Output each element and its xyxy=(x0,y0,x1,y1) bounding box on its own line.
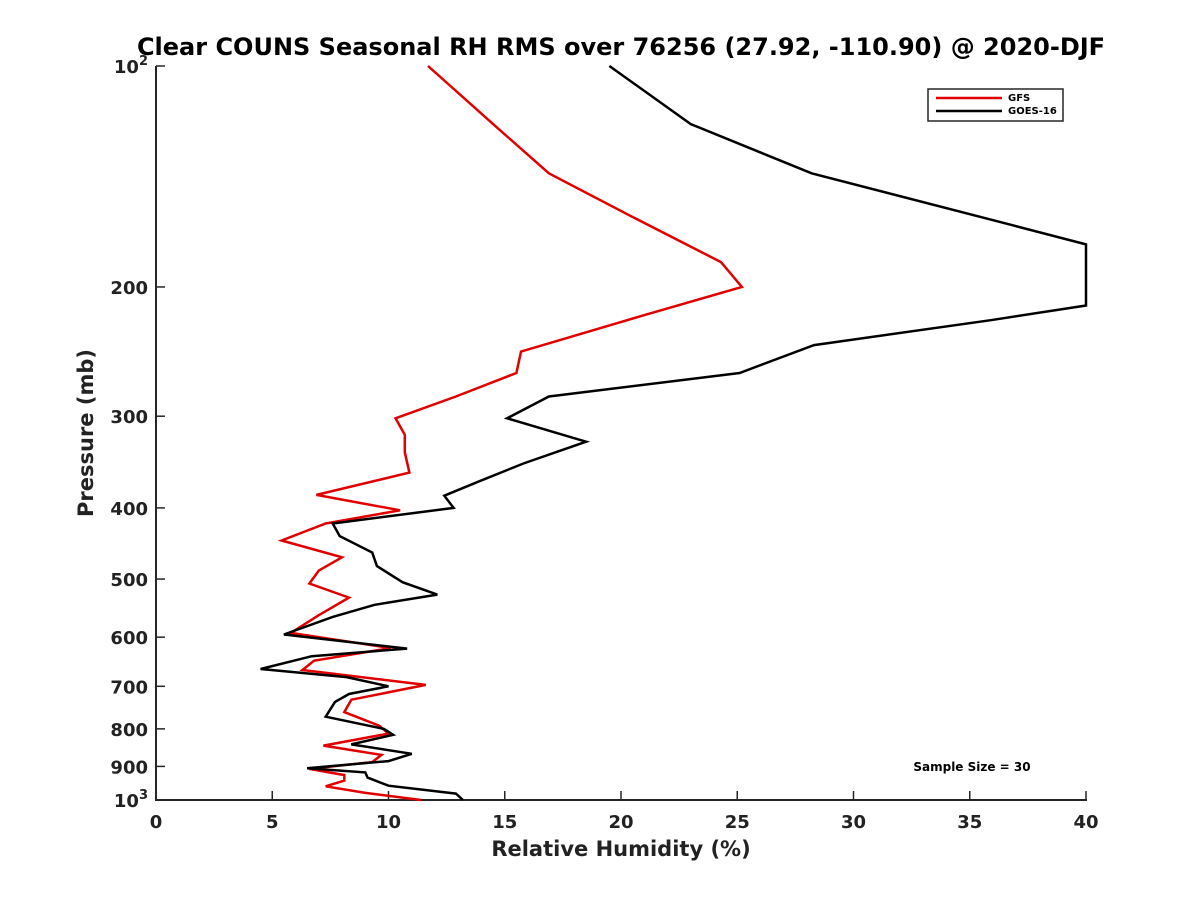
y-tick-label: 900 xyxy=(110,757,148,778)
y-tick-label: 300 xyxy=(110,407,148,428)
chart-title: Clear COUNS Seasonal RH RMS over 76256 (… xyxy=(137,33,1105,61)
x-tick-label: 5 xyxy=(266,812,279,833)
y-tick-label: 500 xyxy=(110,570,148,591)
x-tick-label: 10 xyxy=(376,812,401,833)
series-layer xyxy=(260,64,1088,802)
legend-label-goes16: GOES-16 xyxy=(1008,106,1057,117)
x-tick-label: 15 xyxy=(492,812,517,833)
y-axis-label: Pressure (mb) xyxy=(74,349,98,517)
x-ticks: 0 5 10 15 20 25 30 35 40 xyxy=(150,791,1099,833)
y-tick-label: 400 xyxy=(110,499,148,520)
y-tick-label: 800 xyxy=(110,720,148,741)
axes xyxy=(155,66,1087,801)
series-line-gfs xyxy=(277,65,745,802)
y-tick-label: 200 xyxy=(110,278,148,299)
x-tick-label: 30 xyxy=(841,812,866,833)
y-tick-label: 103 xyxy=(114,788,148,812)
y-ticks: 102 200 300 400 500 600 700 800 900 103 xyxy=(110,54,165,812)
y-tick-label: 700 xyxy=(110,677,148,698)
x-axis-label: Relative Humidity (%) xyxy=(491,837,750,861)
y-tick-label: 600 xyxy=(110,628,148,649)
series-line-goes16 xyxy=(260,64,1088,801)
x-tick-label: 0 xyxy=(150,812,163,833)
sample-size-annotation: Sample Size = 30 xyxy=(913,760,1030,774)
legend-label-gfs: GFS xyxy=(1008,93,1030,104)
x-tick-label: 20 xyxy=(608,812,633,833)
legend: GFS GOES-16 xyxy=(927,88,1064,122)
x-tick-label: 25 xyxy=(725,812,750,833)
x-tick-label: 40 xyxy=(1073,812,1098,833)
legend-box xyxy=(927,88,1064,122)
y-tick-label: 102 xyxy=(114,54,148,78)
x-tick-label: 35 xyxy=(957,812,982,833)
